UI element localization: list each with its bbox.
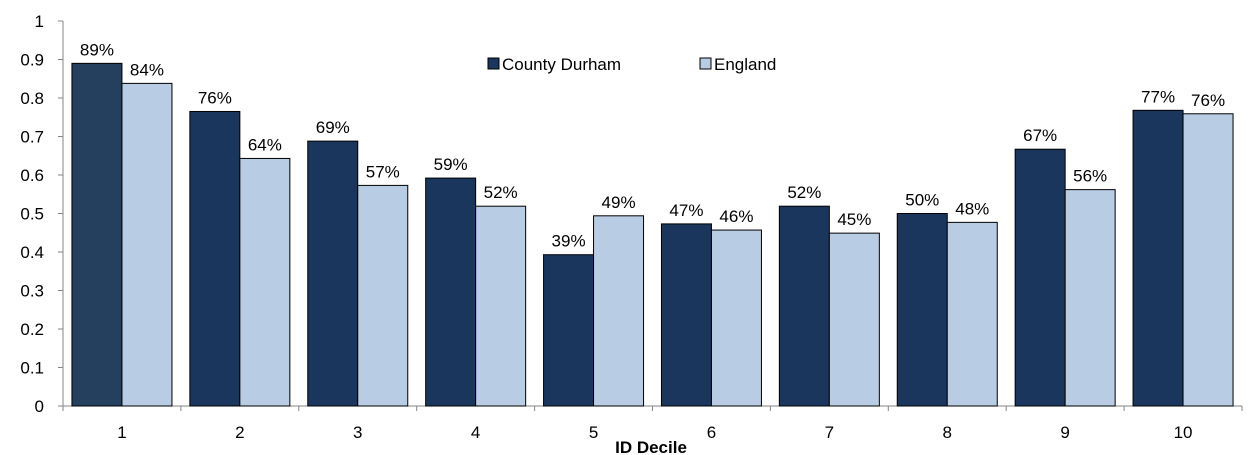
- bar-county-durham-2: [189, 110, 241, 407]
- data-label-england-10: 76%: [1191, 91, 1225, 110]
- bar-county-durham-1: [71, 62, 123, 407]
- x-axis: 1 2 3 4 5 6 7 8 9 10: [62, 405, 1243, 442]
- y-tick-label: 0: [35, 397, 44, 416]
- bar-county-durham-10: [1132, 109, 1184, 407]
- legend-swatch-county-durham: [487, 57, 500, 70]
- data-label-england-9: 56%: [1073, 167, 1107, 186]
- data-label-county-durham-6: 47%: [669, 201, 703, 220]
- data-label-england-1: 84%: [130, 60, 164, 79]
- bars: [71, 62, 1234, 407]
- data-label-county-durham-7: 52%: [787, 183, 821, 202]
- bar-england-9: [1064, 189, 1116, 407]
- legend-swatch-england: [699, 57, 712, 70]
- x-axis-title: ID Decile: [615, 438, 687, 455]
- legend-label-county-durham: County Durham: [502, 55, 621, 74]
- data-label-england-6: 46%: [719, 207, 753, 226]
- data-label-county-durham-2: 76%: [198, 88, 232, 107]
- x-tick-label: 10: [1174, 423, 1193, 442]
- x-tick-label: 4: [471, 423, 480, 442]
- bar-county-durham-7: [778, 205, 830, 407]
- x-tick-label: 9: [1060, 423, 1069, 442]
- bar-england-7: [828, 232, 880, 407]
- data-label-england-7: 45%: [837, 210, 871, 229]
- bar-england-2: [239, 157, 291, 407]
- y-tick-label: 0.1: [20, 359, 44, 378]
- bar-england-10: [1182, 113, 1234, 407]
- bar-county-durham-3: [307, 140, 359, 407]
- data-label-england-3: 57%: [366, 162, 400, 181]
- bar-england-5: [593, 215, 645, 407]
- bar-county-durham-8: [896, 213, 948, 407]
- data-label-county-durham-9: 67%: [1023, 126, 1057, 145]
- legend: County Durham England: [487, 55, 776, 74]
- x-tick-label: 3: [353, 423, 362, 442]
- x-tick-label: 2: [235, 423, 244, 442]
- data-label-county-durham-1: 89%: [80, 40, 114, 59]
- y-axis: 0 0.1 0.2 0.3 0.4 0.5 0.6 0.7 0.8 0.9 1: [20, 12, 64, 416]
- bar-county-durham-9: [1014, 148, 1066, 407]
- y-tick-label: 0.6: [20, 166, 44, 185]
- x-tick-label: 6: [707, 423, 716, 442]
- y-tick-label: 0.7: [20, 128, 44, 147]
- y-tick-label: 0.9: [20, 51, 44, 70]
- x-tick-label: 8: [943, 423, 952, 442]
- data-label-england-5: 49%: [602, 193, 636, 212]
- x-tick-label: 5: [589, 423, 598, 442]
- legend-label-england: England: [714, 55, 776, 74]
- bar-england-3: [357, 184, 409, 407]
- data-label-county-durham-5: 39%: [552, 232, 586, 251]
- bar-england-1: [121, 82, 173, 407]
- data-labels: 89% 76% 69% 59% 39% 47% 52% 50% 67% 77% 84% 64% 57% 5…: [80, 40, 1225, 250]
- data-label-england-2: 64%: [248, 135, 282, 154]
- data-label-england-4: 52%: [484, 183, 518, 202]
- y-tick-label: 0.5: [20, 205, 44, 224]
- x-tick-label: 1: [117, 423, 126, 442]
- bar-county-durham-4: [425, 177, 477, 407]
- data-label-england-8: 48%: [955, 199, 989, 218]
- x-tick-label: 7: [825, 423, 834, 442]
- bar-county-durham-6: [660, 223, 712, 407]
- bar-england-6: [710, 229, 762, 407]
- data-label-county-durham-3: 69%: [316, 118, 350, 137]
- data-label-county-durham-4: 59%: [434, 155, 468, 174]
- bar-england-4: [475, 205, 527, 407]
- y-tick-label: 0.2: [20, 320, 44, 339]
- data-label-county-durham-10: 77%: [1141, 87, 1175, 106]
- data-label-county-durham-8: 50%: [905, 191, 939, 210]
- y-tick-label: 1: [35, 12, 44, 31]
- bar-england-8: [946, 221, 998, 407]
- bar-county-durham-5: [543, 254, 595, 407]
- y-tick-label: 0.3: [20, 282, 44, 301]
- y-tick-label: 0.4: [20, 243, 44, 262]
- y-tick-label: 0.8: [20, 89, 44, 108]
